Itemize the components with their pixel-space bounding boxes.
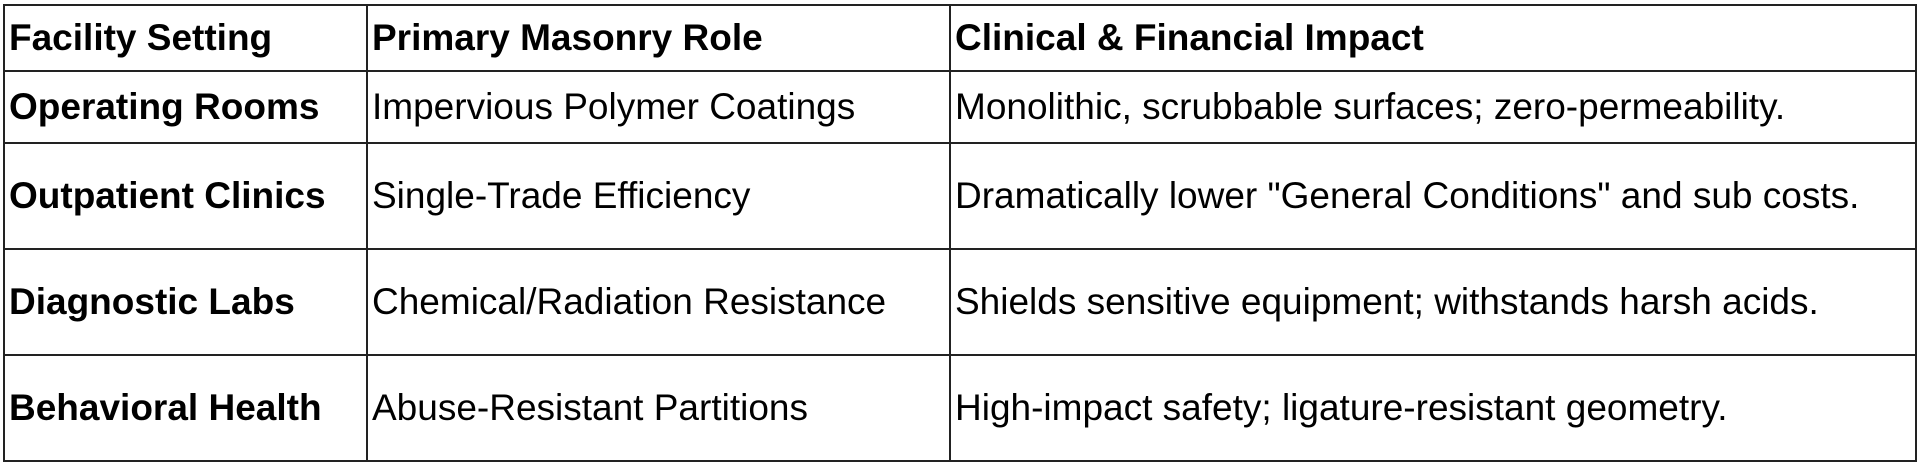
table-row: Operating Rooms Impervious Polymer Coatin… xyxy=(3,70,1917,144)
table-cell: Shields sensitive equipment; withstands … xyxy=(949,248,1917,356)
table-cell: Outpatient Clinics xyxy=(3,142,368,250)
header-cell: Facility Setting xyxy=(3,4,368,72)
table-cell: Dramatically lower "General Conditions" … xyxy=(949,142,1917,250)
table-row: Diagnostic Labs Chemical/Radiation Resist… xyxy=(3,248,1917,356)
table-row: Outpatient Clinics Single-Trade Efficienc… xyxy=(3,142,1917,250)
table-cell: Impervious Polymer Coatings xyxy=(366,70,951,144)
header-row: Facility Setting Primary Masonry Role Cl… xyxy=(3,4,1917,72)
table-cell: Single-Trade Efficiency xyxy=(366,142,951,250)
table-cell: Monolithic, scrubbable surfaces; zero-pe… xyxy=(949,70,1917,144)
table-row: Behavioral Health Abuse-Resistant Partiti… xyxy=(3,354,1917,462)
table-body: Operating Rooms Impervious Polymer Coatin… xyxy=(3,70,1917,462)
header-cell: Primary Masonry Role xyxy=(366,4,951,72)
table-cell: Diagnostic Labs xyxy=(3,248,368,356)
header-cell: Clinical & Financial Impact xyxy=(949,4,1917,72)
table-cell: Abuse-Resistant Partitions xyxy=(366,354,951,462)
table-cell: Operating Rooms xyxy=(3,70,368,144)
table-cell: High-impact safety; ligature-resistant g… xyxy=(949,354,1917,462)
table-cell: Chemical/Radiation Resistance xyxy=(366,248,951,356)
table-cell: Behavioral Health xyxy=(3,354,368,462)
data-table: Facility Setting Primary Masonry Role Cl… xyxy=(3,4,1917,462)
